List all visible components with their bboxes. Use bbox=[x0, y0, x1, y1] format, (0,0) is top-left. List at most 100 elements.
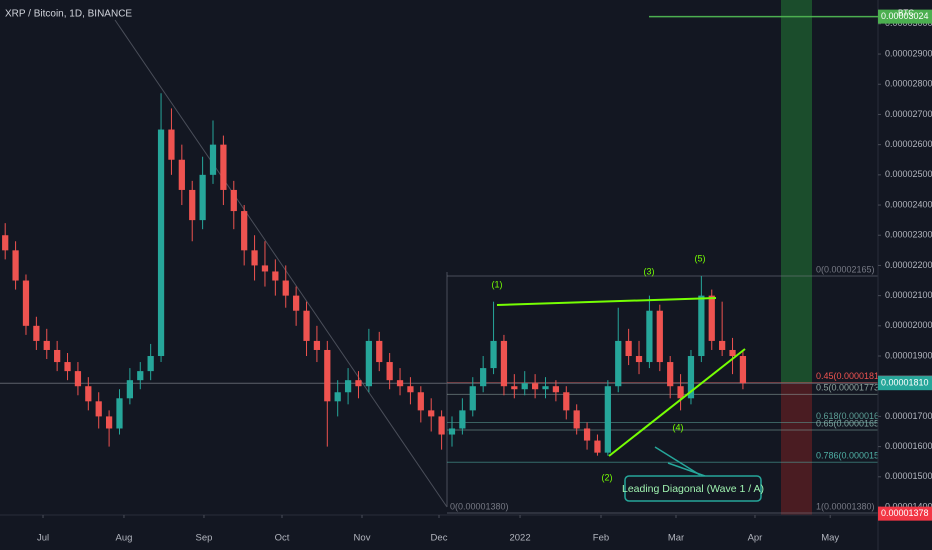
candle-body bbox=[625, 340, 632, 357]
candle-body bbox=[573, 410, 580, 429]
candle-body bbox=[313, 340, 321, 350]
candle-body bbox=[116, 398, 123, 429]
wave-label: (3) bbox=[644, 266, 655, 276]
x-tick-label: Oct bbox=[275, 533, 290, 544]
candle-body bbox=[43, 340, 50, 350]
candle-body bbox=[635, 356, 643, 363]
candle-body bbox=[604, 386, 611, 453]
y-tick-label: 0.00002900 bbox=[885, 48, 932, 58]
y-tick-label: 0.00002600 bbox=[885, 139, 932, 149]
y-tick-label: 0.00002000 bbox=[885, 320, 932, 330]
candle-body bbox=[417, 392, 424, 411]
candle-body bbox=[334, 392, 341, 402]
candle-body bbox=[459, 410, 466, 429]
price-label-box bbox=[878, 9, 932, 24]
candle-body bbox=[241, 211, 248, 251]
callout-pointer bbox=[667, 462, 706, 477]
y-tick-label: 0.00001600 bbox=[885, 441, 932, 451]
candle-body bbox=[168, 129, 175, 160]
y-tick-label: 0.00002500 bbox=[885, 169, 932, 179]
candle-body bbox=[687, 356, 695, 399]
candle-body bbox=[563, 392, 570, 411]
candle-body bbox=[729, 349, 736, 357]
candle-body bbox=[490, 340, 497, 369]
candle-body bbox=[303, 310, 310, 341]
candle-body bbox=[677, 386, 684, 399]
candle-body bbox=[324, 349, 331, 402]
loss-zone bbox=[781, 383, 812, 515]
candle-body bbox=[469, 386, 476, 411]
candle-body bbox=[448, 428, 456, 435]
candle-body bbox=[386, 362, 393, 381]
candle-body bbox=[105, 416, 113, 429]
y-tick-label: 0.00001700 bbox=[885, 411, 932, 421]
x-tick-label: Feb bbox=[593, 533, 609, 544]
candle-body bbox=[407, 386, 414, 393]
candle-body bbox=[396, 380, 404, 387]
callout-box bbox=[624, 475, 762, 502]
x-tick-label: 2022 bbox=[509, 533, 530, 544]
fib-label: 0.786(0.00001548 bbox=[816, 451, 889, 461]
candle-body bbox=[178, 159, 185, 190]
candle-body bbox=[272, 271, 279, 281]
candle-body bbox=[521, 383, 528, 390]
price-axis bbox=[878, 0, 932, 550]
x-tick-label: Dec bbox=[431, 533, 448, 544]
fib-label: 0.5(0.00001773) bbox=[816, 383, 882, 393]
candle-body bbox=[95, 401, 102, 417]
lower-trendline bbox=[608, 348, 746, 457]
candle-body bbox=[552, 386, 560, 393]
x-tick-label: Aug bbox=[116, 533, 133, 544]
upper-trendline bbox=[496, 297, 717, 306]
candle-body bbox=[137, 371, 144, 381]
candle-body bbox=[74, 371, 82, 387]
y-tick-label: 0.00002300 bbox=[885, 230, 932, 240]
candle-body bbox=[355, 380, 362, 387]
y-tick-label: 0.00002100 bbox=[885, 290, 932, 300]
candle-body bbox=[209, 144, 217, 175]
x-tick-label: Apr bbox=[748, 533, 763, 544]
trend-line bbox=[114, 19, 448, 508]
candle-body bbox=[64, 362, 71, 372]
candle-body bbox=[667, 362, 674, 387]
candle-body bbox=[344, 380, 352, 393]
candle-body bbox=[220, 144, 227, 190]
candle-body bbox=[261, 265, 269, 272]
wave-label: (5) bbox=[695, 253, 706, 263]
candle-body bbox=[615, 340, 622, 387]
y-tick-label: 0.00001500 bbox=[885, 471, 932, 481]
candle-body bbox=[189, 189, 196, 221]
price-label: 0.00001378 bbox=[881, 508, 929, 518]
y-tick-label: 0.00002400 bbox=[885, 199, 932, 209]
x-tick-label: Sep bbox=[196, 533, 213, 544]
candle-body bbox=[583, 428, 591, 441]
candle-body bbox=[511, 386, 518, 390]
callout-pointer bbox=[654, 446, 701, 476]
candle-body bbox=[594, 440, 601, 453]
candle-body bbox=[646, 310, 653, 363]
y-tick-label: 0.00001900 bbox=[885, 350, 932, 360]
y-tick-label: 0.00002700 bbox=[885, 109, 932, 119]
x-tick-label: Mar bbox=[668, 533, 684, 544]
candle-body bbox=[282, 280, 289, 296]
chart-title: XRP / Bitcoin, 1D, BINANCE bbox=[5, 9, 132, 20]
profit-zone bbox=[781, 0, 812, 383]
fib-start-label: 0(0.00001380) bbox=[450, 501, 509, 511]
price-label: 0.00003024 bbox=[881, 11, 929, 21]
candle-body bbox=[708, 295, 715, 341]
candle-body bbox=[698, 295, 705, 357]
y-tick-label: 0.00002200 bbox=[885, 260, 932, 270]
candle-body bbox=[126, 380, 133, 399]
candle-body bbox=[147, 356, 154, 372]
price-label-box bbox=[878, 376, 932, 391]
candle-body bbox=[157, 129, 165, 357]
candle-body bbox=[656, 310, 663, 363]
y-tick-label: 0.00001400 bbox=[885, 501, 932, 511]
candle-body bbox=[531, 383, 539, 390]
candle-body bbox=[480, 368, 487, 387]
wave-label: (1) bbox=[492, 279, 503, 289]
candle-body bbox=[376, 340, 383, 363]
